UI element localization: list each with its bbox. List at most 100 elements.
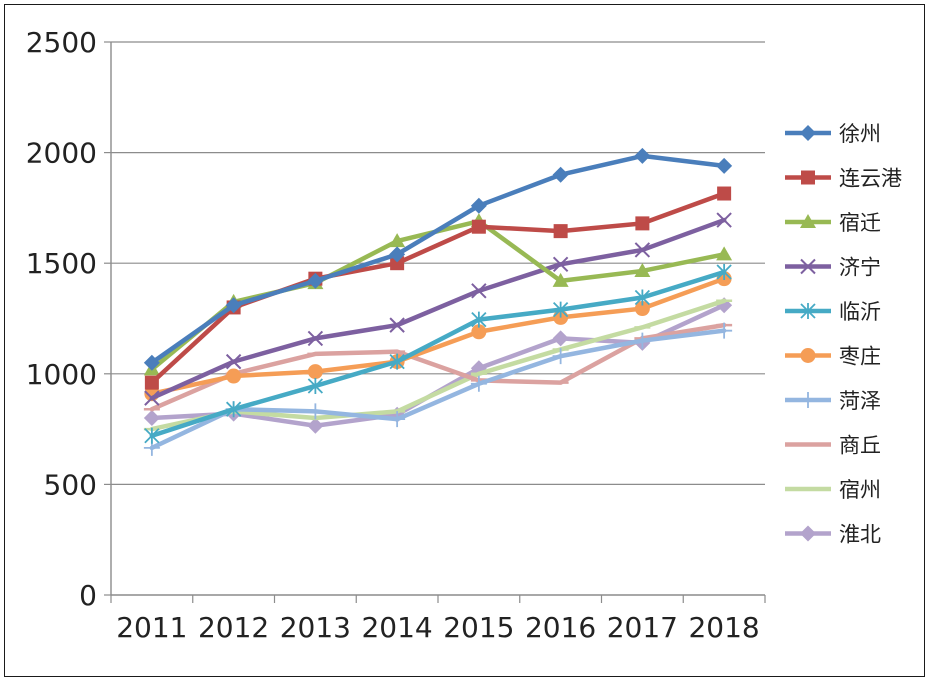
legend-entry-枣庄: 枣庄 xyxy=(785,345,881,369)
data-point-菏泽-2013 xyxy=(307,403,324,420)
legend-swatch-marker xyxy=(800,525,816,542)
data-point-宿迁-2014 xyxy=(389,233,406,248)
legend-swatch-marker xyxy=(800,258,816,275)
legend-label: 商丘 xyxy=(839,434,881,458)
y-tick-label: 1500 xyxy=(26,247,97,280)
legend-swatch-marker xyxy=(800,348,816,363)
legend-label: 宿州 xyxy=(839,478,881,502)
legend-label: 宿迁 xyxy=(839,211,881,235)
x-tick-label-2018: 2018 xyxy=(688,611,759,644)
data-point-连云港-2017 xyxy=(635,216,650,231)
data-point-菏泽-2018 xyxy=(716,322,733,339)
y-tick-label: 500 xyxy=(44,468,97,501)
data-point-济宁-2012 xyxy=(225,353,242,370)
line-chart: 0 500 1000 1500 2000 2500 2011 2012 2013 2014 2015… xyxy=(26,26,902,644)
data-point-徐州-2016 xyxy=(552,166,569,183)
series-徐州 xyxy=(143,147,733,371)
series-连云港 xyxy=(144,186,732,390)
y-tick-label: 1000 xyxy=(26,358,97,391)
data-point-枣庄-2017 xyxy=(634,301,650,317)
data-point-菏泽-2016 xyxy=(552,348,569,365)
data-point-淮北-2011 xyxy=(143,410,160,427)
data-point-连云港-2015 xyxy=(471,219,486,234)
data-point-徐州-2013 xyxy=(307,272,324,289)
data-point-临沂-2011 xyxy=(144,427,160,444)
data-point-临沂-2013 xyxy=(307,377,324,394)
data-point-宿迁-2016 xyxy=(552,272,569,287)
data-point-临沂-2016 xyxy=(552,301,569,318)
data-point-连云港-2018 xyxy=(717,186,732,201)
chart-frame: 0 500 1000 1500 2000 2500 2011 2012 2013 2014 2015… xyxy=(4,4,925,677)
x-tick-label-2011: 2011 xyxy=(116,611,187,644)
data-point-济宁-2014 xyxy=(389,317,405,333)
data-point-徐州-2011 xyxy=(143,354,160,371)
legend-label: 徐州 xyxy=(839,122,881,146)
legend-entry-临沂: 临沂 xyxy=(785,300,881,324)
y-tick-label: 2000 xyxy=(26,137,97,170)
data-point-连云港-2016 xyxy=(553,224,568,239)
legend-entry-宿迁: 宿迁 xyxy=(785,211,881,235)
data-point-济宁-2017 xyxy=(634,242,651,258)
x-tick-label-2013: 2013 xyxy=(280,611,351,644)
legend-swatch-marker xyxy=(800,125,816,141)
series-line-济宁 xyxy=(149,217,727,401)
legend-entry-淮北: 淮北 xyxy=(785,523,881,547)
series-line-菏泽 xyxy=(149,328,727,451)
series-line-徐州 xyxy=(149,153,727,365)
y-tick-label: 0 xyxy=(79,579,97,612)
data-point-枣庄-2012 xyxy=(226,368,242,384)
data-point-徐州-2018 xyxy=(716,157,733,174)
data-point-枣庄-2015 xyxy=(471,324,487,340)
data-point-徐州-2015 xyxy=(470,197,487,214)
data-point-淮北-2013 xyxy=(307,417,324,434)
data-point-菏泽-2014 xyxy=(389,411,406,428)
x-tick-label-2014: 2014 xyxy=(361,611,432,644)
series-宿迁 xyxy=(143,213,733,376)
data-point-菏泽-2017 xyxy=(634,332,651,349)
legend-entry-商丘: 商丘 xyxy=(785,434,881,458)
data-point-枣庄-2013 xyxy=(307,364,323,380)
data-point-济宁-2015 xyxy=(471,283,487,299)
legend-label: 淮北 xyxy=(839,523,881,547)
data-point-临沂-2018 xyxy=(716,264,732,281)
legend-label: 枣庄 xyxy=(839,345,881,369)
data-point-临沂-2017 xyxy=(634,289,651,306)
data-point-徐州-2017 xyxy=(634,147,651,164)
series-临沂 xyxy=(144,264,732,444)
series-line-宿州 xyxy=(149,298,727,432)
data-point-济宁-2013 xyxy=(307,330,324,347)
data-point-济宁-2018 xyxy=(716,212,732,228)
data-point-淮北-2016 xyxy=(552,330,569,347)
legend-label: 连云港 xyxy=(839,167,902,191)
data-point-济宁-2011 xyxy=(144,390,160,406)
series-layer xyxy=(143,147,733,456)
series-商丘 xyxy=(143,322,733,412)
series-line-商丘 xyxy=(149,322,727,412)
data-point-菏泽-2015 xyxy=(470,375,487,392)
x-tick-label-2016: 2016 xyxy=(525,611,596,644)
data-point-连云港-2014 xyxy=(390,256,405,271)
legend-entry-菏泽: 菏泽 xyxy=(785,389,881,413)
data-point-宿迁-2017 xyxy=(634,262,651,277)
data-point-连云港-2011 xyxy=(144,375,159,390)
legend-entry-连云港: 连云港 xyxy=(785,167,902,191)
series-line-枣庄 xyxy=(149,276,727,396)
x-tick-label-2012: 2012 xyxy=(198,611,269,644)
data-point-临沂-2015 xyxy=(471,311,487,328)
legend-swatch-marker xyxy=(800,303,816,319)
data-point-宿迁-2018 xyxy=(716,246,733,261)
legend-swatch-marker xyxy=(801,170,815,185)
data-point-临沂-2012 xyxy=(225,401,242,418)
axes: 0 500 1000 1500 2000 2500 2011 2012 2013 2014 2015… xyxy=(26,26,766,644)
legend-label: 济宁 xyxy=(839,256,881,280)
legend-swatch-marker xyxy=(800,392,816,408)
legend-swatch-marker xyxy=(800,214,816,228)
x-tick-label-2017: 2017 xyxy=(607,611,678,644)
legend-entry-徐州: 徐州 xyxy=(785,122,881,146)
x-tick-label-2015: 2015 xyxy=(443,611,514,644)
data-point-徐州-2014 xyxy=(389,246,406,263)
legend-entry-宿州: 宿州 xyxy=(785,478,881,502)
series-济宁 xyxy=(144,212,732,406)
data-point-济宁-2016 xyxy=(552,256,569,273)
